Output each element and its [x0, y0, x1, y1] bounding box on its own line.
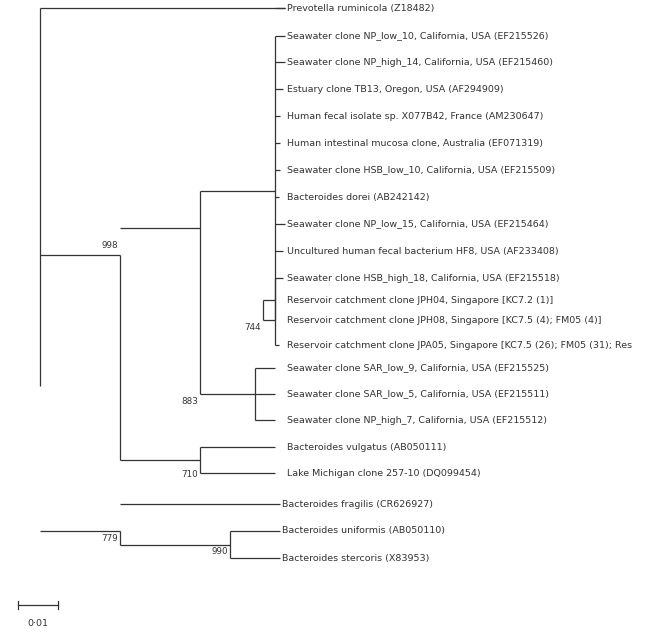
- Text: 744: 744: [244, 323, 261, 332]
- Text: Bacteroides uniformis (AB050110): Bacteroides uniformis (AB050110): [282, 527, 445, 536]
- Text: Estuary clone TB13, Oregon, USA (AF294909): Estuary clone TB13, Oregon, USA (AF29490…: [287, 84, 503, 93]
- Text: Bacteroides dorei (AB242142): Bacteroides dorei (AB242142): [287, 193, 430, 202]
- Text: 779: 779: [101, 534, 118, 543]
- Text: Seawater clone NP_high_7, California, USA (EF215512): Seawater clone NP_high_7, California, US…: [287, 415, 547, 424]
- Text: Bacteroides vulgatus (AB050111): Bacteroides vulgatus (AB050111): [287, 442, 446, 451]
- Text: Seawater clone HSB_high_18, California, USA (EF215518): Seawater clone HSB_high_18, California, …: [287, 274, 559, 283]
- Text: Prevotella ruminicola (Z18482): Prevotella ruminicola (Z18482): [287, 3, 434, 12]
- Text: Bacteroides fragilis (CR626927): Bacteroides fragilis (CR626927): [282, 500, 433, 509]
- Text: Reservoir catchment clone JPA05, Singapore [KC7.5 (26); FM05 (31); Res: Reservoir catchment clone JPA05, Singapo…: [287, 341, 632, 350]
- Text: Bacteroides stercoris (X83953): Bacteroides stercoris (X83953): [282, 553, 430, 562]
- Text: 0·01: 0·01: [28, 619, 49, 628]
- Text: Uncultured human fecal bacterium HF8, USA (AF233408): Uncultured human fecal bacterium HF8, US…: [287, 247, 559, 256]
- Text: Human intestinal mucosa clone, Australia (EF071319): Human intestinal mucosa clone, Australia…: [287, 138, 543, 147]
- Text: Reservoir catchment clone JPH08, Singapore [KC7.5 (4); FM05 (4)]: Reservoir catchment clone JPH08, Singapo…: [287, 316, 601, 325]
- Text: Seawater clone HSB_low_10, California, USA (EF215509): Seawater clone HSB_low_10, California, U…: [287, 166, 555, 175]
- Text: Seawater clone NP_low_10, California, USA (EF215526): Seawater clone NP_low_10, California, US…: [287, 32, 549, 41]
- Text: Human fecal isolate sp. X077B42, France (AM230647): Human fecal isolate sp. X077B42, France …: [287, 111, 544, 120]
- Text: 998: 998: [101, 240, 118, 249]
- Text: Lake Michigan clone 257-10 (DQ099454): Lake Michigan clone 257-10 (DQ099454): [287, 468, 480, 477]
- Text: Seawater clone NP_low_15, California, USA (EF215464): Seawater clone NP_low_15, California, US…: [287, 220, 549, 229]
- Text: Reservoir catchment clone JPH04, Singapore [KC7.2 (1)]: Reservoir catchment clone JPH04, Singapo…: [287, 296, 553, 305]
- Text: Seawater clone SAR_low_9, California, USA (EF215525): Seawater clone SAR_low_9, California, US…: [287, 363, 549, 372]
- Text: 710: 710: [181, 470, 198, 479]
- Text: Seawater clone NP_high_14, California, USA (EF215460): Seawater clone NP_high_14, California, U…: [287, 57, 553, 66]
- Text: 990: 990: [211, 547, 228, 556]
- Text: 883: 883: [181, 397, 198, 406]
- Text: Seawater clone SAR_low_5, California, USA (EF215511): Seawater clone SAR_low_5, California, US…: [287, 390, 549, 399]
